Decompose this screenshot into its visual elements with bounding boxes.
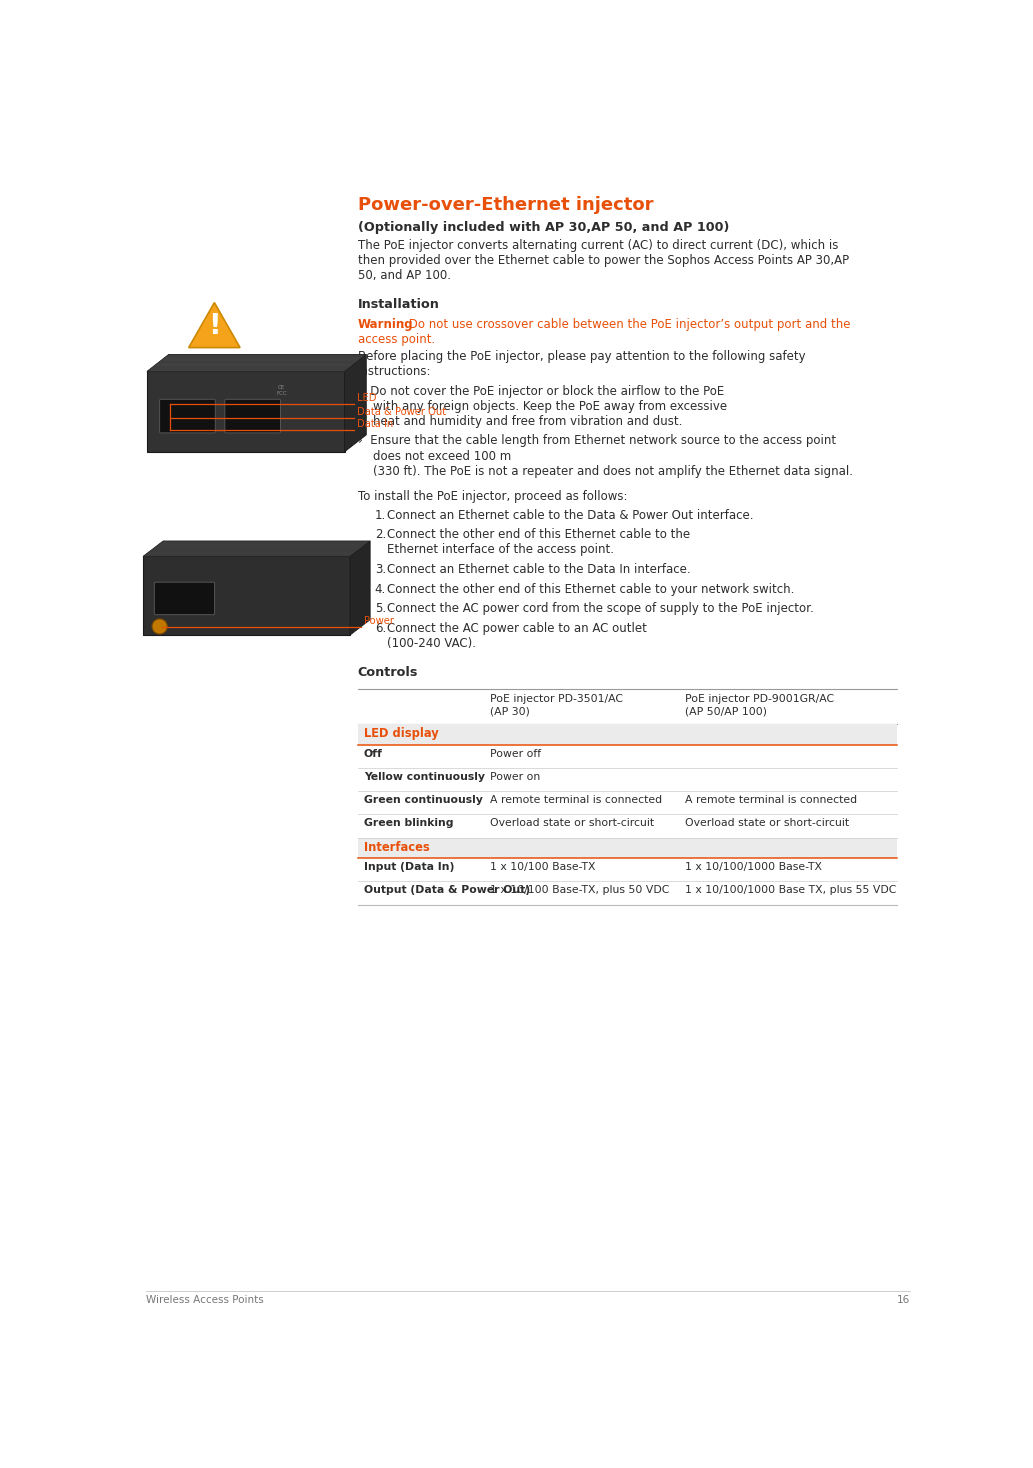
- Text: Output (Data & Power Out): Output (Data & Power Out): [364, 885, 530, 895]
- Text: Overload state or short-circuit: Overload state or short-circuit: [490, 818, 654, 828]
- Text: with any foreign objects. Keep the PoE away from excessive: with any foreign objects. Keep the PoE a…: [357, 399, 727, 413]
- Text: Data In: Data In: [357, 418, 394, 429]
- Text: 1 x 10/100 Base-TX: 1 x 10/100 Base-TX: [490, 862, 595, 872]
- Text: 1 x 10/100 Base-TX, plus 50 VDC: 1 x 10/100 Base-TX, plus 50 VDC: [490, 885, 669, 895]
- Text: PoE injector PD-9001GR/AC
(AP 50/AP 100): PoE injector PD-9001GR/AC (AP 50/AP 100): [685, 693, 834, 716]
- Text: (330 ft). The PoE is not a repeater and does not amplify the Ethernet data signa: (330 ft). The PoE is not a repeater and …: [357, 464, 853, 477]
- Text: heat and humidity and free from vibration and dust.: heat and humidity and free from vibratio…: [357, 415, 682, 427]
- Text: Interfaces: Interfaces: [364, 841, 430, 854]
- Text: access point.: access point.: [357, 333, 435, 346]
- Text: 1 x 10/100/1000 Base TX, plus 55 VDC: 1 x 10/100/1000 Base TX, plus 55 VDC: [685, 885, 897, 895]
- Text: 3.: 3.: [375, 564, 386, 575]
- Text: Input (Data In): Input (Data In): [364, 862, 455, 872]
- Text: then provided over the Ethernet cable to power the Sophos Access Points AP 30,AP: then provided over the Ethernet cable to…: [357, 254, 849, 267]
- Text: 2.: 2.: [375, 528, 386, 542]
- Text: 50, and AP 100.: 50, and AP 100.: [357, 269, 450, 282]
- Text: Connect the other end of this Ethernet cable to the: Connect the other end of this Ethernet c…: [387, 528, 690, 542]
- Polygon shape: [147, 354, 367, 371]
- Text: Power-over-Ethernet injector: Power-over-Ethernet injector: [357, 197, 653, 214]
- Text: Wireless Access Points: Wireless Access Points: [147, 1295, 263, 1305]
- Text: Green blinking: Green blinking: [364, 818, 453, 828]
- FancyBboxPatch shape: [225, 399, 281, 433]
- Text: 1.: 1.: [375, 509, 386, 521]
- Text: Yellow continuously: Yellow continuously: [364, 772, 484, 782]
- Text: Connect an Ethernet cable to the Data In interface.: Connect an Ethernet cable to the Data In…: [387, 564, 691, 575]
- Polygon shape: [144, 542, 370, 556]
- Text: The PoE injector converts alternating current (AC) to direct current (DC), which: The PoE injector converts alternating cu…: [357, 239, 838, 252]
- Text: 5.: 5.: [375, 602, 386, 615]
- Text: PoE injector PD-3501/AC
(AP 30): PoE injector PD-3501/AC (AP 30): [490, 693, 623, 716]
- Bar: [357, 768, 897, 791]
- Text: 6.: 6.: [375, 622, 386, 636]
- Text: Green continuously: Green continuously: [364, 796, 482, 806]
- Bar: [357, 791, 897, 815]
- Circle shape: [152, 619, 167, 634]
- Text: Controls: Controls: [357, 666, 418, 678]
- Text: To install the PoE injector, proceed as follows:: To install the PoE injector, proceed as …: [357, 490, 627, 504]
- FancyBboxPatch shape: [160, 399, 215, 433]
- Text: CE
FCC: CE FCC: [276, 385, 286, 396]
- FancyBboxPatch shape: [154, 583, 215, 615]
- Text: : Do not use crossover cable between the PoE injector’s output port and the: : Do not use crossover cable between the…: [401, 319, 850, 332]
- Polygon shape: [147, 371, 345, 452]
- Text: Installation: Installation: [357, 298, 440, 311]
- Text: LED: LED: [357, 393, 376, 402]
- Text: Connect an Ethernet cable to the Data & Power Out interface.: Connect an Ethernet cable to the Data & …: [387, 509, 754, 521]
- Text: Connect the AC power cord from the scope of supply to the PoE injector.: Connect the AC power cord from the scope…: [387, 602, 814, 615]
- Bar: [357, 859, 897, 881]
- Text: does not exceed 100 m: does not exceed 100 m: [357, 449, 511, 462]
- Text: Ethernet interface of the access point.: Ethernet interface of the access point.: [387, 543, 615, 556]
- Polygon shape: [189, 302, 240, 348]
- Polygon shape: [345, 354, 367, 452]
- Bar: [357, 881, 897, 904]
- Text: (Optionally included with AP 30,AP 50, and AP 100): (Optionally included with AP 30,AP 50, a…: [357, 220, 729, 233]
- Text: Before placing the PoE injector, please pay attention to the following safety: Before placing the PoE injector, please …: [357, 351, 806, 363]
- Text: A remote terminal is connected: A remote terminal is connected: [685, 796, 857, 806]
- Bar: [357, 838, 897, 859]
- Bar: [357, 746, 897, 768]
- Text: 4.: 4.: [375, 583, 386, 596]
- Text: LED display: LED display: [364, 728, 439, 740]
- Text: Power: Power: [364, 617, 394, 627]
- Polygon shape: [350, 542, 370, 636]
- Text: Power on: Power on: [490, 772, 540, 782]
- Text: Connect the AC power cable to an AC outlet: Connect the AC power cable to an AC outl…: [387, 622, 647, 636]
- Text: Connect the other end of this Ethernet cable to your network switch.: Connect the other end of this Ethernet c…: [387, 583, 794, 596]
- Text: 1 x 10/100/1000 Base-TX: 1 x 10/100/1000 Base-TX: [685, 862, 822, 872]
- Text: A remote terminal is connected: A remote terminal is connected: [490, 796, 661, 806]
- Text: Off: Off: [364, 749, 383, 759]
- Bar: [357, 724, 897, 746]
- Text: Warning: Warning: [357, 319, 413, 332]
- Polygon shape: [144, 556, 350, 636]
- Text: instructions:: instructions:: [357, 366, 431, 379]
- Text: ›  Ensure that the cable length from Ethernet network source to the access point: › Ensure that the cable length from Ethe…: [357, 435, 836, 448]
- Text: !: !: [208, 311, 221, 341]
- Text: ›  Do not cover the PoE injector or block the airflow to the PoE: › Do not cover the PoE injector or block…: [357, 385, 724, 398]
- Text: Overload state or short-circuit: Overload state or short-circuit: [685, 818, 849, 828]
- Text: (100-240 VAC).: (100-240 VAC).: [387, 637, 476, 650]
- Bar: [357, 815, 897, 838]
- Text: Data & Power Out: Data & Power Out: [357, 407, 446, 417]
- Text: 16: 16: [897, 1295, 910, 1305]
- Text: Power off: Power off: [490, 749, 540, 759]
